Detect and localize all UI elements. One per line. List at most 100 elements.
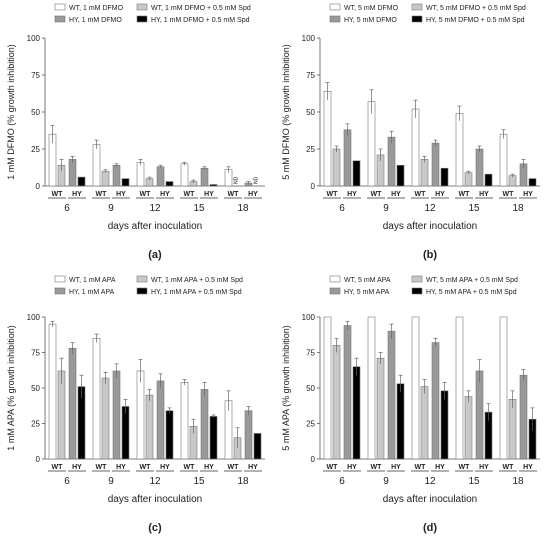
x-tick-label: 15 xyxy=(468,476,480,487)
group-label-hy: HY xyxy=(523,191,533,198)
group-label-wt: WT xyxy=(503,464,515,471)
legend-swatch xyxy=(136,15,148,23)
x-tick-label: 15 xyxy=(193,203,205,214)
bar xyxy=(136,162,145,187)
legend-label: HY, 5 mM DFMO + 0.5 mM Spd xyxy=(426,17,525,24)
bar xyxy=(387,136,396,187)
legend-swatch xyxy=(136,287,148,295)
x-tick-label: 9 xyxy=(383,476,389,487)
group-label-wt: WT xyxy=(327,191,339,198)
y-tick-label: 0 xyxy=(36,182,41,191)
bar xyxy=(165,181,174,187)
bar xyxy=(323,316,332,460)
x-tick-label: 12 xyxy=(149,203,161,214)
group-label-hy: HY xyxy=(347,191,357,198)
y-tick-label: 100 xyxy=(302,313,316,322)
chart-panel-2: WT, 5 mM DFMO WT, 5 mM DFMO + 0.5 mM Spd H… xyxy=(281,3,540,261)
bar xyxy=(145,394,154,460)
x-tick-label: 12 xyxy=(149,476,161,487)
group-label-wt: WT xyxy=(415,464,427,471)
x-axis-label: days after inoculation xyxy=(383,494,478,505)
group-label-wt: WT xyxy=(52,464,64,471)
bar xyxy=(475,370,484,460)
legend-swatch xyxy=(54,275,66,283)
bar xyxy=(68,159,77,187)
group-label-hy: HY xyxy=(435,464,445,471)
y-axis-label: 1 mM DFMO (% growth inhibition) xyxy=(6,44,16,180)
bar xyxy=(455,113,464,187)
group-label-wt: WT xyxy=(228,464,240,471)
legend: WT, 5 mM DFMO WT, 5 mM DFMO + 0.5 mM Spd H… xyxy=(329,3,526,24)
legend-swatch xyxy=(136,3,148,11)
y-tick-label: 50 xyxy=(31,384,40,393)
x-tick-label: 9 xyxy=(383,203,389,214)
bar xyxy=(431,342,440,460)
legend-label: HY, 1 mM DFMO + 0.5 mM Spd xyxy=(151,17,250,24)
group-label-wt: WT xyxy=(327,464,339,471)
bar xyxy=(420,386,429,460)
legend-swatch xyxy=(54,15,66,23)
x-tick-label: 18 xyxy=(237,476,249,487)
group-label-hy: HY xyxy=(391,191,401,198)
group-label-hy: HY xyxy=(479,464,489,471)
group-label-hy: HY xyxy=(160,191,170,198)
legend-label: WT, 5 mM DFMO xyxy=(344,5,399,12)
bar xyxy=(440,167,449,187)
bar xyxy=(323,90,332,187)
group-label-hy: HY xyxy=(72,191,82,198)
legend-label: HY, 5 mM APA + 0.5 mM Spd xyxy=(426,289,517,296)
bar xyxy=(376,357,385,460)
group-label-wt: WT xyxy=(184,191,196,198)
bar xyxy=(156,380,165,460)
group-label-hy: HY xyxy=(391,464,401,471)
bar xyxy=(411,316,420,460)
x-tick-label: 6 xyxy=(64,476,70,487)
y-tick-label: 75 xyxy=(306,349,315,358)
legend-label: WT, 5 mM DFMO + 0.5 mM Spd xyxy=(426,5,526,12)
bar xyxy=(440,390,449,460)
group-label-wt: WT xyxy=(184,464,196,471)
y-tick-label: 50 xyxy=(306,384,315,393)
legend-label: WT, 5 mM APA + 0.5 mM Spd xyxy=(426,277,518,284)
legend-label: HY, 5 mM DFMO xyxy=(344,17,397,24)
bar xyxy=(112,370,121,460)
x-axis-label: days after inoculation xyxy=(108,494,203,505)
bar xyxy=(528,178,537,187)
group-label-wt: WT xyxy=(459,191,471,198)
group-label-wt: WT xyxy=(96,464,108,471)
bar xyxy=(156,166,165,187)
bar xyxy=(92,144,101,187)
bar xyxy=(367,316,376,460)
bar xyxy=(387,330,396,460)
bar xyxy=(464,396,473,460)
group-label-wt: WT xyxy=(140,191,152,198)
bar xyxy=(180,163,189,187)
group-label-hy: HY xyxy=(479,191,489,198)
group-label-hy: HY xyxy=(248,191,258,198)
legend-swatch xyxy=(411,275,423,283)
x-tick-label: 9 xyxy=(108,476,114,487)
legend-swatch xyxy=(329,3,341,11)
x-tick-label: 12 xyxy=(424,203,436,214)
bar xyxy=(209,416,218,460)
chart-panel-4: WT, 5 mM APA WT, 5 mM APA + 0.5 mM Spd HY,… xyxy=(281,275,540,534)
bar xyxy=(519,374,528,460)
bar xyxy=(48,323,57,460)
y-tick-label: 75 xyxy=(31,71,40,80)
bar xyxy=(455,316,464,460)
bar xyxy=(200,389,209,460)
group-label-hy: HY xyxy=(248,464,258,471)
x-tick-label: 18 xyxy=(237,203,249,214)
legend: WT, 5 mM APA WT, 5 mM APA + 0.5 mM Spd HY,… xyxy=(329,275,518,296)
legend-label: WT, 1 mM DFMO xyxy=(69,5,124,12)
bar xyxy=(101,170,110,187)
legend-swatch xyxy=(411,287,423,295)
bar xyxy=(475,148,484,187)
legend-swatch xyxy=(329,275,341,283)
group-label-wt: WT xyxy=(371,191,383,198)
y-tick-label: 25 xyxy=(31,420,40,429)
chart-panel-3: WT, 1 mM APA WT, 1 mM APA + 0.5 mM Spd HY,… xyxy=(6,275,265,534)
group-label-hy: HY xyxy=(116,464,126,471)
x-axis-label: days after inoculation xyxy=(108,221,203,232)
x-tick-label: 6 xyxy=(339,476,345,487)
